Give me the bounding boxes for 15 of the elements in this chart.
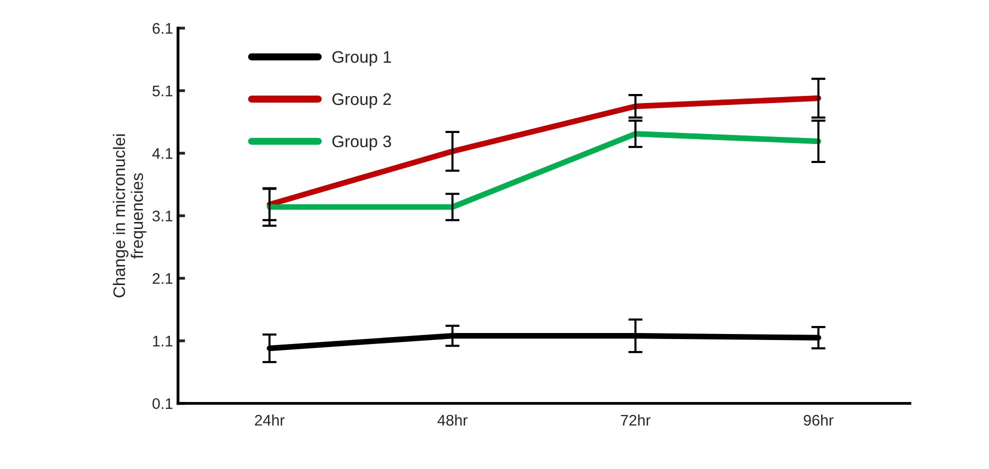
legend-label: Group 3: [332, 135, 392, 151]
y-tick-label: 6.1: [152, 23, 172, 34]
x-tick-label: 72hr: [620, 414, 650, 426]
y-tick-label: 4.1: [152, 148, 172, 159]
x-tick-label: 48hr: [438, 414, 468, 426]
x-tick-label: 24hr: [254, 414, 285, 426]
legend-label: Group 1: [332, 51, 391, 66]
x-tick-label: 96hr: [804, 414, 834, 426]
y-tick-label: 1.1: [153, 336, 172, 346]
y-axis-title: Change in micronuclei frequencies: [112, 134, 146, 298]
y-tick-label: 2.1: [152, 273, 172, 284]
y-tick-label: 3.1: [152, 210, 172, 222]
y-tick-label: 0.1: [152, 398, 172, 410]
legend-label: Group 2: [332, 93, 391, 108]
y-tick-label: 5.1: [152, 86, 172, 96]
